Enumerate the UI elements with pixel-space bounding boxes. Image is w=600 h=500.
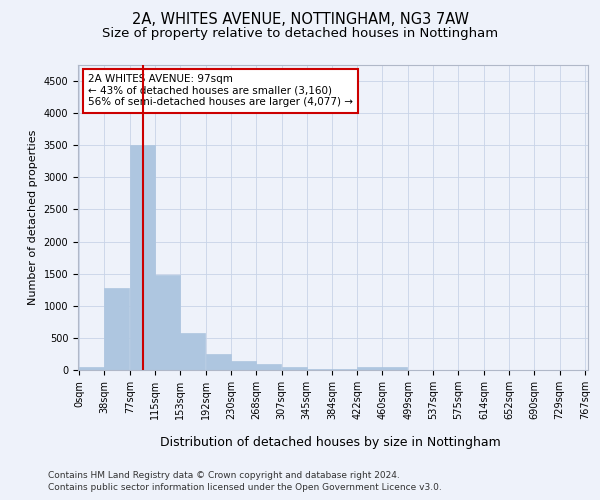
- Bar: [358, 367, 382, 370]
- Text: Contains HM Land Registry data © Crown copyright and database right 2024.: Contains HM Land Registry data © Crown c…: [48, 471, 400, 480]
- Bar: [155, 275, 180, 370]
- Text: Size of property relative to detached houses in Nottingham: Size of property relative to detached ho…: [102, 28, 498, 40]
- Text: 2A, WHITES AVENUE, NOTTINGHAM, NG3 7AW: 2A, WHITES AVENUE, NOTTINGHAM, NG3 7AW: [131, 12, 469, 28]
- Text: 2A WHITES AVENUE: 97sqm
← 43% of detached houses are smaller (3,160)
56% of semi: 2A WHITES AVENUE: 97sqm ← 43% of detache…: [88, 74, 353, 108]
- Bar: [281, 367, 307, 370]
- Bar: [307, 368, 332, 370]
- Text: Contains public sector information licensed under the Open Government Licence v3: Contains public sector information licen…: [48, 484, 442, 492]
- Text: Distribution of detached houses by size in Nottingham: Distribution of detached houses by size …: [160, 436, 500, 449]
- Bar: [130, 146, 155, 370]
- Bar: [206, 354, 231, 370]
- Bar: [79, 368, 104, 370]
- Bar: [382, 367, 407, 370]
- Bar: [256, 364, 281, 370]
- Bar: [180, 333, 205, 370]
- Bar: [104, 288, 130, 370]
- Y-axis label: Number of detached properties: Number of detached properties: [28, 130, 38, 305]
- Bar: [231, 361, 256, 370]
